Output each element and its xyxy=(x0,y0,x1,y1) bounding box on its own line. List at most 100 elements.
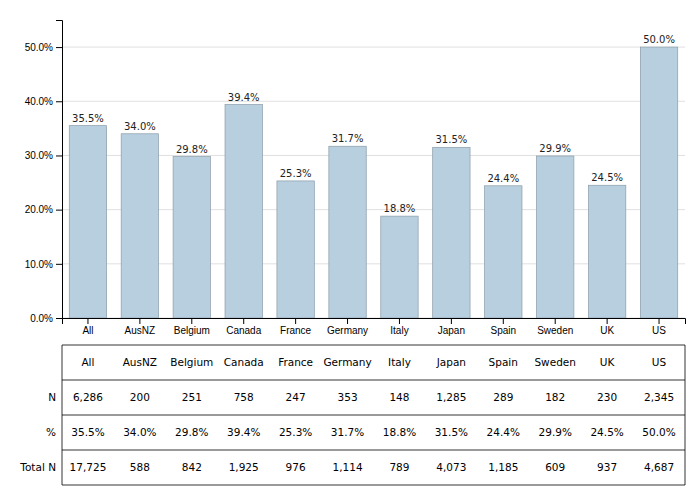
table-row-label: N xyxy=(48,391,56,403)
tick-label: 40.0% xyxy=(25,96,53,107)
tick-mark xyxy=(56,47,62,48)
tick-mark xyxy=(659,318,660,324)
tick: 50.0% xyxy=(25,42,62,53)
tick-label: Italy xyxy=(390,325,408,336)
table-cell: US xyxy=(652,356,667,368)
table-cell: 31.5% xyxy=(435,426,468,438)
bar xyxy=(225,105,262,318)
table-cell: Belgium xyxy=(170,356,213,368)
tick-mark xyxy=(295,318,296,324)
tick-mark xyxy=(503,318,504,324)
table-cell: 588 xyxy=(130,461,150,473)
table-line xyxy=(62,380,685,381)
table-cell: 25.3% xyxy=(279,426,312,438)
grid-line xyxy=(62,47,685,48)
tick: US xyxy=(652,318,666,336)
tick-label: 20.0% xyxy=(25,204,53,215)
tick: 30.0% xyxy=(25,150,62,161)
table-cell: 1,114 xyxy=(333,461,363,473)
bars xyxy=(69,47,677,318)
table-cell: 39.4% xyxy=(227,426,260,438)
table-cell: 35.5% xyxy=(71,426,104,438)
bar xyxy=(537,156,574,318)
x-axis: All AusNZ Belgium Canada France Germany Italy J… xyxy=(63,318,686,336)
data-label: 24.5% xyxy=(591,172,623,183)
tick-mark xyxy=(191,318,192,324)
tick: 0.0% xyxy=(30,313,62,324)
tick: 20.0% xyxy=(25,204,62,215)
tick-mark xyxy=(87,318,88,324)
data-label: 50.0% xyxy=(643,34,675,45)
table-cell: 29.8% xyxy=(175,426,208,438)
bar xyxy=(433,147,470,318)
data-label: 29.9% xyxy=(539,143,571,154)
table-cell: Germany xyxy=(323,356,371,368)
tick-mark xyxy=(347,318,348,324)
table-cell: Sweden xyxy=(534,356,576,368)
tick: Italy xyxy=(390,318,408,336)
table-cell: 17,725 xyxy=(70,461,107,473)
bar xyxy=(69,126,106,318)
table-cell: 1,285 xyxy=(436,391,466,403)
bar xyxy=(381,216,418,318)
table-cell: 4,073 xyxy=(436,461,466,473)
table-line xyxy=(62,485,685,486)
tick-label: 0.0% xyxy=(30,313,53,324)
table-line xyxy=(62,415,685,416)
table-cell: 230 xyxy=(597,391,617,403)
bar xyxy=(329,146,366,318)
table-cell: 50.0% xyxy=(642,426,675,438)
data-label: 39.4% xyxy=(228,92,260,103)
tick: France xyxy=(280,318,312,336)
tick-mark xyxy=(56,101,62,102)
tick: 10.0% xyxy=(25,259,62,270)
tick-label: AusNZ xyxy=(125,325,156,336)
tick: Canada xyxy=(226,318,261,336)
bar xyxy=(173,157,210,318)
tick-label: Japan xyxy=(438,325,465,336)
table-line xyxy=(62,345,685,346)
y-axis: 0.0% 10.0% 20.0% 30.0% 40.0% 50.0% xyxy=(25,21,63,324)
table-cell: 182 xyxy=(545,391,565,403)
table-cell: Canada xyxy=(224,356,264,368)
tick-mark xyxy=(56,318,62,319)
table-cell: 842 xyxy=(182,461,202,473)
tick: Japan xyxy=(438,318,465,336)
table-row-label: % xyxy=(46,426,56,438)
tick-mark xyxy=(56,264,62,265)
tick: Spain xyxy=(491,318,517,336)
data-label: 25.3% xyxy=(280,168,312,179)
table-cell: 251 xyxy=(182,391,202,403)
tick-mark xyxy=(56,210,62,211)
table-line xyxy=(685,345,686,485)
table-cell: All xyxy=(81,356,94,368)
table-cell: 976 xyxy=(286,461,306,473)
data-label: 18.8% xyxy=(384,203,416,214)
table-cell: 289 xyxy=(493,391,513,403)
table-cell: 247 xyxy=(286,391,306,403)
table-cell: 6,286 xyxy=(73,391,103,403)
table-cell: 1,185 xyxy=(488,461,518,473)
tick: All xyxy=(82,318,93,336)
tick: AusNZ xyxy=(125,318,156,336)
tick-mark xyxy=(56,155,62,156)
table-cell: Italy xyxy=(388,356,411,368)
tick: Sweden xyxy=(537,318,573,336)
tick-mark xyxy=(451,318,452,324)
table-cell: 31.7% xyxy=(331,426,364,438)
table-cell: UK xyxy=(600,356,616,368)
data-label: 35.5% xyxy=(72,113,104,124)
table-cell: France xyxy=(278,356,313,368)
table-line xyxy=(62,345,63,485)
tick-label: Belgium xyxy=(174,325,210,336)
data-label: 29.8% xyxy=(176,144,208,155)
table-cell: AusNZ xyxy=(123,356,157,368)
table-cell: 18.8% xyxy=(383,426,416,438)
tick-label: Sweden xyxy=(537,325,573,336)
table-row-label: Total N xyxy=(19,461,56,473)
table-cell: Japan xyxy=(436,356,466,368)
tick-label: US xyxy=(652,325,666,336)
table-cell: 148 xyxy=(389,391,409,403)
tick-mark xyxy=(607,318,608,324)
tick-label: Germany xyxy=(327,325,368,336)
